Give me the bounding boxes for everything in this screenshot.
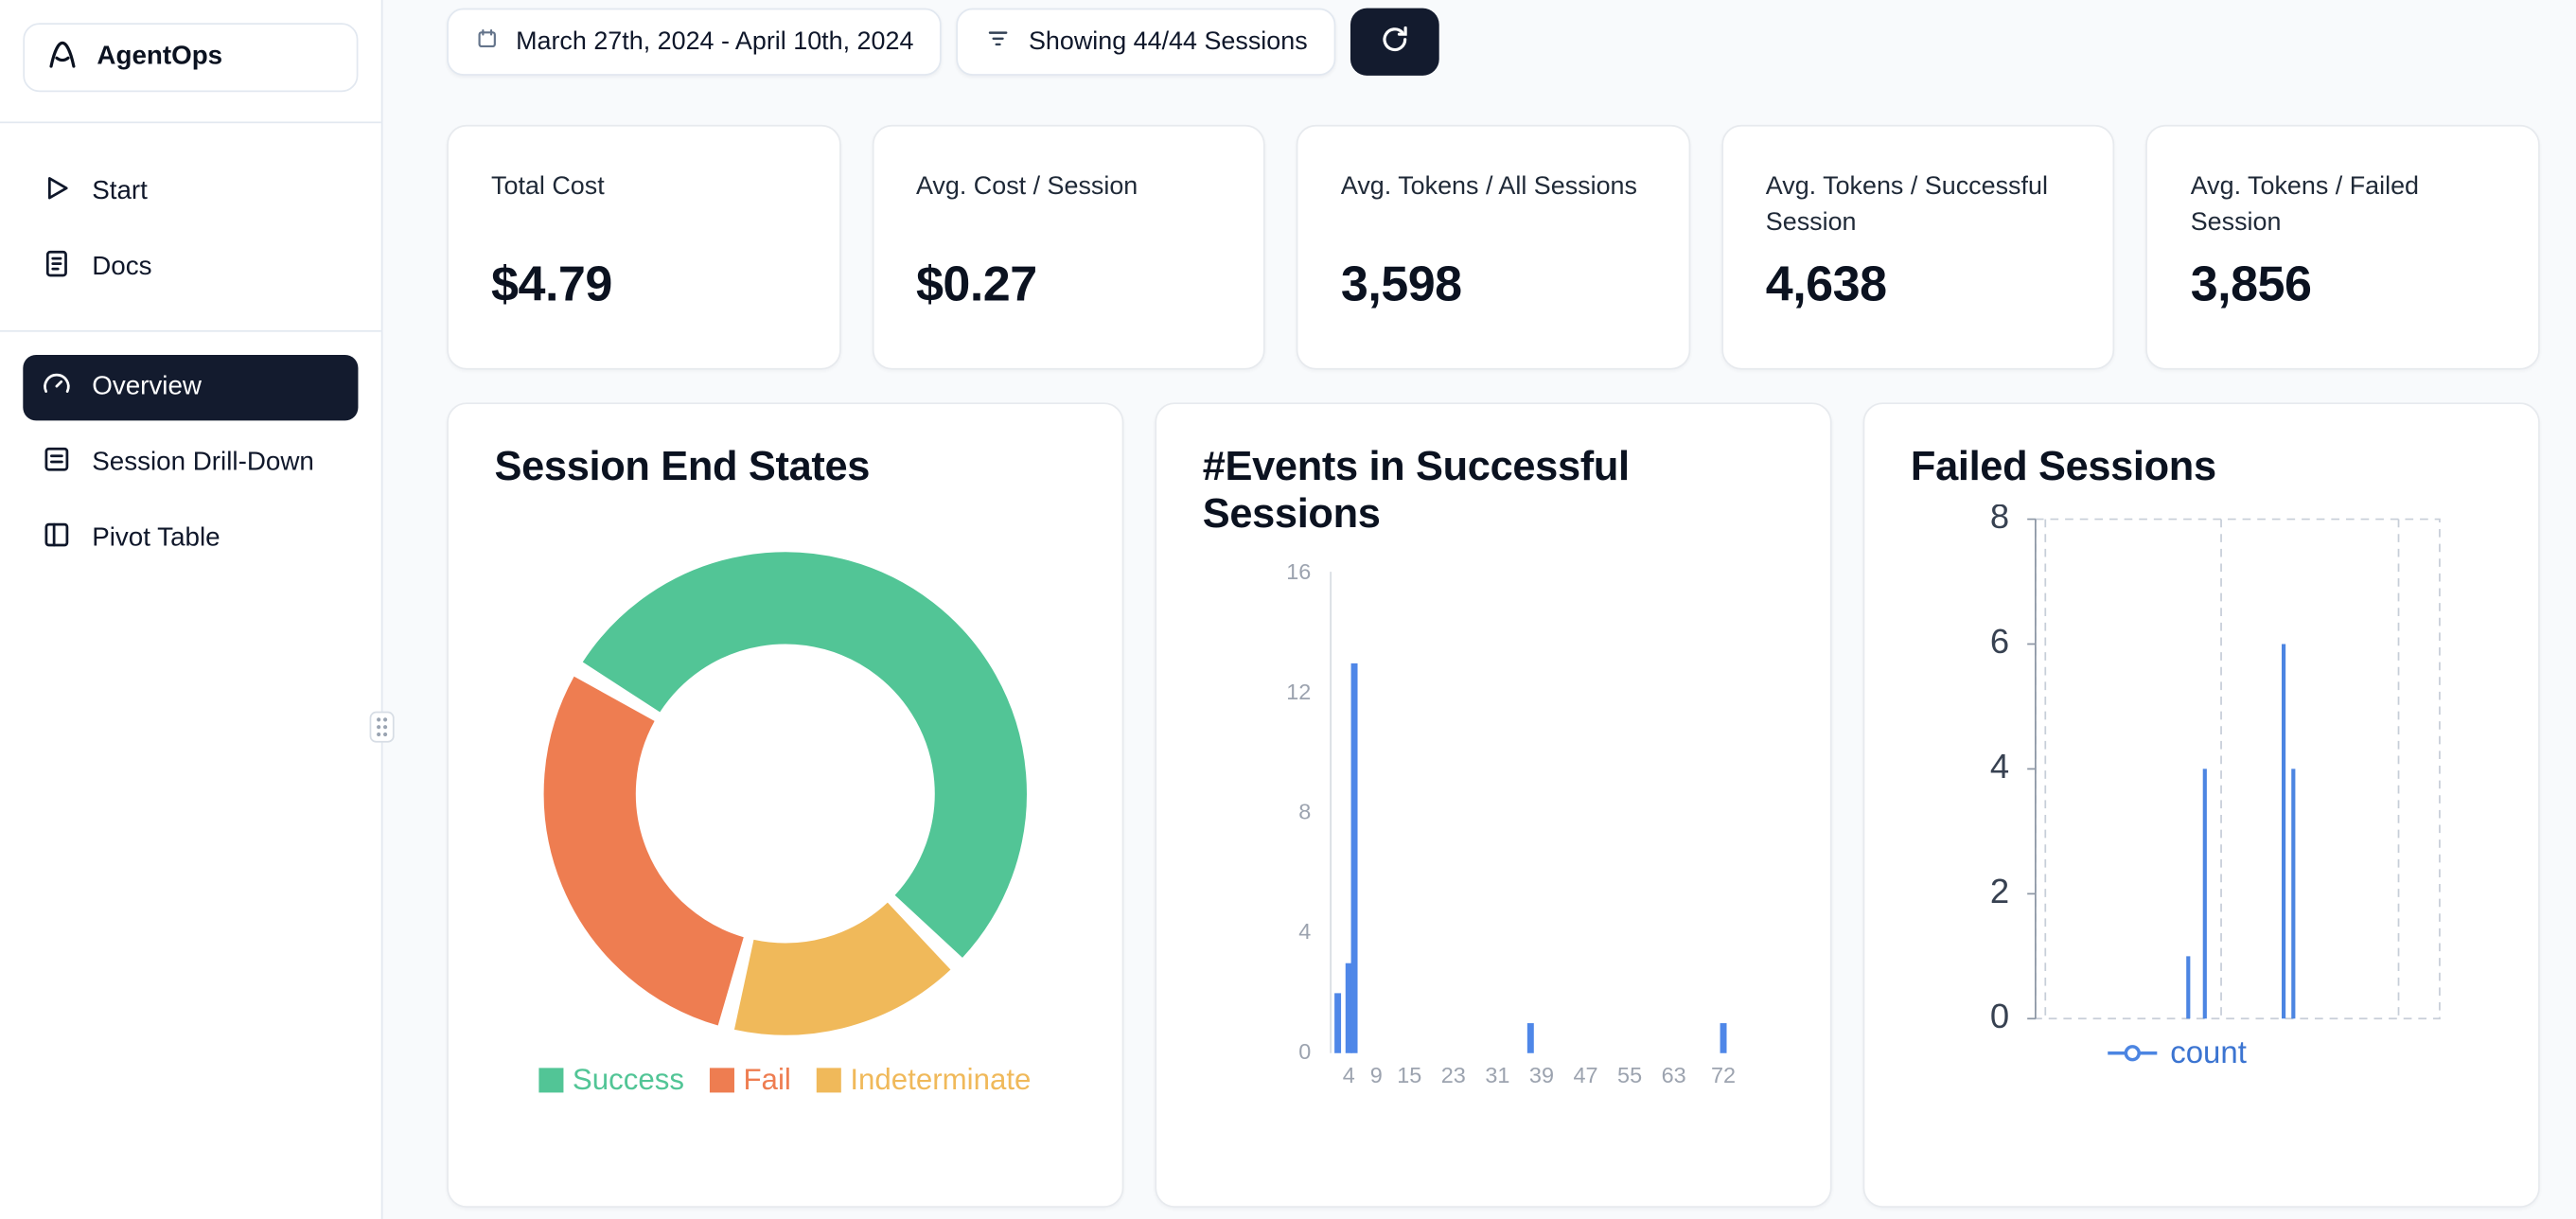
stat-value: 3,856 <box>2190 257 2312 312</box>
stat-label: Avg. Cost / Session <box>915 172 1138 201</box>
date-range-label: March 27th, 2024 - April 10th, 2024 <box>516 26 914 56</box>
svg-text:47: 47 <box>1573 1062 1597 1086</box>
sidebar-nav-top: Start Docs <box>0 123 381 300</box>
refresh-button[interactable] <box>1350 8 1439 76</box>
svg-text:8: 8 <box>1298 799 1311 823</box>
refresh-icon <box>1378 23 1411 61</box>
legend-swatch <box>817 1067 842 1092</box>
stat-label: Avg. Tokens / All Sessions <box>1340 172 1638 201</box>
session-end-states-card: Session End States Success Fail <box>447 402 1124 1208</box>
svg-text:72: 72 <box>1711 1062 1736 1086</box>
toolbar: March 27th, 2024 - April 10th, 2024 Show… <box>447 8 2576 76</box>
sidebar-item-overview[interactable]: Overview <box>23 354 359 421</box>
svg-text:4: 4 <box>1298 918 1311 943</box>
stat-card-avg-tokens-successful: Avg. Tokens / Successful Session 4,638 <box>1720 124 2115 370</box>
agentops-logo-icon <box>44 35 80 80</box>
sidebar-nav-main: Overview Session Drill-Down Pivot Table <box>0 332 381 572</box>
sidebar-item-label: Session Drill-Down <box>92 448 314 477</box>
pivot-icon <box>41 520 72 559</box>
svg-text:15: 15 <box>1397 1062 1421 1086</box>
filter-icon <box>984 24 1013 60</box>
sidebar-item-label: Docs <box>92 253 152 281</box>
app-title: AgentOps <box>97 43 223 71</box>
docs-icon <box>41 248 72 288</box>
chart-title: Session End States <box>494 443 871 490</box>
chart-title: #Events in Successful Sessions <box>1202 443 1630 538</box>
donut-legend-item[interactable]: Success <box>539 1063 684 1097</box>
sidebar-item-start[interactable]: Start <box>23 159 358 224</box>
sidebar: AgentOps Start Docs Over <box>0 0 383 1219</box>
sidebar-divider <box>0 329 381 332</box>
legend-label: Fail <box>743 1062 791 1096</box>
sidebar-item-label: Pivot Table <box>92 523 221 553</box>
session-end-states-donut-chart <box>543 551 1027 1035</box>
stat-label: Avg. Tokens / Successful Session <box>1765 172 2048 238</box>
donut-legend: Success Fail Indeterminate <box>495 1063 1077 1097</box>
stat-card-total-cost: Total Cost $4.79 <box>447 124 841 370</box>
stat-card-avg-tokens-failed: Avg. Tokens / Failed Session 3,856 <box>2145 124 2540 370</box>
stat-value: 3,598 <box>1340 257 1462 312</box>
legend-swatch <box>710 1067 735 1092</box>
failed-sessions-card: Failed Sessions 0 2 4 6 8 count <box>1862 402 2540 1208</box>
stat-label: Total Cost <box>491 172 605 201</box>
svg-text:6: 6 <box>1990 622 2009 661</box>
stat-value: $4.79 <box>491 257 612 312</box>
chart-cards-row: Session End States Success Fail <box>447 402 2540 1208</box>
logo-box[interactable]: AgentOps <box>23 23 359 93</box>
svg-text:0: 0 <box>1298 1038 1311 1063</box>
main-content: March 27th, 2024 - April 10th, 2024 Show… <box>382 0 2576 1219</box>
sidebar-item-label: Overview <box>92 373 202 401</box>
sidebar-item-session-drill-down[interactable]: Session Drill-Down <box>23 431 358 496</box>
sidebar-resize-grip-icon[interactable] <box>369 711 395 743</box>
calendar-icon <box>475 26 500 59</box>
svg-text:23: 23 <box>1441 1062 1466 1086</box>
stat-label: Avg. Tokens / Failed Session <box>2190 172 2420 238</box>
svg-text:39: 39 <box>1529 1062 1554 1086</box>
sidebar-divider <box>0 121 381 124</box>
donut-legend-item[interactable]: Fail <box>710 1062 791 1097</box>
svg-text:8: 8 <box>1990 504 2009 536</box>
stat-value: 4,638 <box>1765 257 1887 312</box>
svg-text:4: 4 <box>1990 747 2009 786</box>
stat-cards-row: Total Cost $4.79 Avg. Cost / Session $0.… <box>447 124 2540 370</box>
session-filter-label: Showing 44/44 Sessions <box>1028 26 1308 56</box>
sidebar-item-pivot-table[interactable]: Pivot Table <box>23 506 358 572</box>
svg-text:2: 2 <box>1990 872 2009 910</box>
svg-text:16: 16 <box>1286 558 1311 583</box>
svg-text:31: 31 <box>1485 1062 1509 1086</box>
svg-text:0: 0 <box>1990 996 2009 1034</box>
svg-text:9: 9 <box>1370 1062 1383 1086</box>
legend-swatch <box>539 1067 565 1092</box>
events-in-successful-sessions-card: #Events in Successful Sessions 0 4 8 12 16 4 9… <box>1155 402 1832 1208</box>
svg-text:55: 55 <box>1617 1062 1642 1086</box>
svg-text:63: 63 <box>1662 1062 1686 1086</box>
stat-value: $0.27 <box>915 257 1037 312</box>
svg-text:4: 4 <box>1343 1062 1355 1086</box>
play-icon <box>41 172 72 212</box>
date-range-button[interactable]: March 27th, 2024 - April 10th, 2024 <box>447 8 942 76</box>
sidebar-item-label: Start <box>92 177 148 205</box>
stat-card-avg-cost-session: Avg. Cost / Session $0.27 <box>872 124 1266 370</box>
legend-label: Success <box>572 1062 684 1096</box>
svg-text:12: 12 <box>1286 679 1311 703</box>
gauge-icon <box>41 368 72 408</box>
stat-card-avg-tokens-all: Avg. Tokens / All Sessions 3,598 <box>1297 124 1690 370</box>
session-filter-button[interactable]: Showing 44/44 Sessions <box>956 8 1336 76</box>
legend-label: Indeterminate <box>850 1062 1032 1096</box>
donut-legend-item[interactable]: Indeterminate <box>817 1062 1032 1097</box>
failed-sessions-line-chart: 0 2 4 6 8 count <box>1990 504 2441 1069</box>
rows-icon <box>41 444 72 484</box>
chart-title: Failed Sessions <box>1910 443 2216 490</box>
sidebar-item-docs[interactable]: Docs <box>23 235 358 300</box>
svg-text:count: count <box>2170 1034 2247 1069</box>
